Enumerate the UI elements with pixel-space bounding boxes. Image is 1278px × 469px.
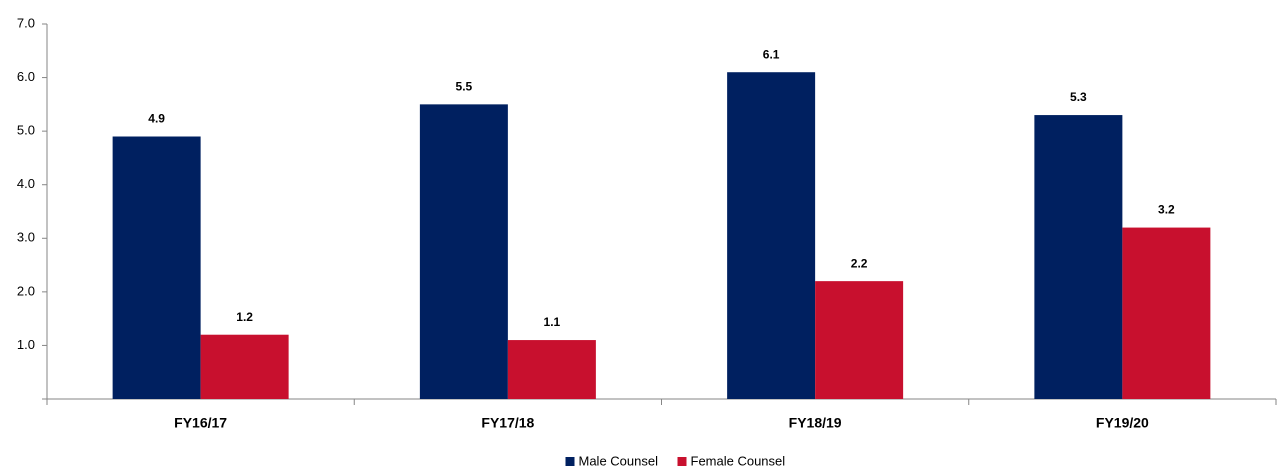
data-label: 2.2 — [851, 256, 868, 270]
bar — [815, 281, 904, 399]
y-tick-label: 5.0 — [17, 123, 35, 138]
legend-label: Female Counsel — [691, 453, 786, 468]
y-tick-label: 4.0 — [17, 176, 35, 191]
legend-swatch — [565, 457, 575, 466]
y-tick-label: 2.0 — [17, 283, 35, 298]
bar — [727, 72, 816, 399]
data-label: 3.2 — [1158, 203, 1175, 217]
legend-label: Male Counsel — [579, 453, 659, 468]
data-label: 5.3 — [1070, 90, 1087, 104]
x-tick-label: FY19/20 — [1096, 415, 1149, 431]
data-label: 5.5 — [456, 80, 473, 94]
data-label: 1.1 — [544, 315, 561, 329]
data-label: 6.1 — [763, 47, 780, 61]
bar — [507, 340, 596, 399]
y-tick-label: 6.0 — [17, 69, 35, 84]
bar — [200, 334, 289, 399]
x-tick-label: FY16/17 — [174, 415, 227, 431]
x-tick-label: FY18/19 — [789, 415, 842, 431]
x-tick-label: FY17/18 — [481, 415, 534, 431]
y-tick-label: 1.0 — [17, 337, 35, 352]
bar — [419, 104, 508, 399]
y-tick-label: 7.0 — [17, 15, 35, 30]
bar — [1122, 227, 1211, 399]
y-tick-label: 3.0 — [17, 230, 35, 245]
bar — [1034, 115, 1123, 400]
data-label: 4.9 — [148, 112, 165, 126]
legend-swatch — [677, 457, 687, 466]
data-label: 1.2 — [236, 310, 253, 324]
bar — [112, 136, 201, 399]
